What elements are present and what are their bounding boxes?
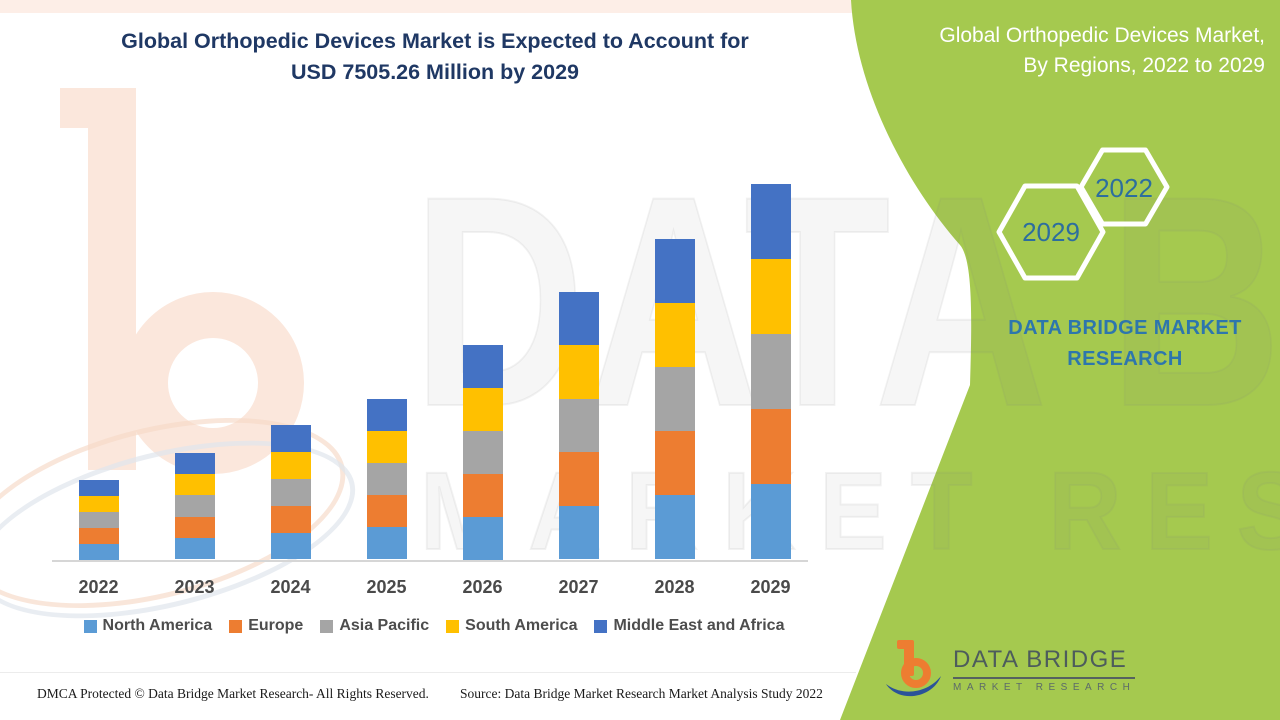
bar-segment-2022-asia-pacific <box>78 511 119 528</box>
watermark-band <box>0 0 1000 13</box>
bar-segment-2025-south-america <box>366 430 407 463</box>
bar-segment-2024-middle-east-and-africa <box>270 425 311 452</box>
bar-segment-2023-south-america <box>174 473 215 496</box>
hexagon-year-2029: 2029 <box>1022 217 1080 247</box>
bar-2028 <box>654 239 695 560</box>
dbmr-logo-text: DATA BRIDGE MARKET RESEARCH <box>953 646 1136 693</box>
bar-2025 <box>366 398 407 560</box>
bar-segment-2023-middle-east-and-africa <box>174 452 215 474</box>
stacked-bar-chart: 2022 2023 2024 2025 2026 2027 2028 2029 <box>52 184 808 597</box>
x-axis-label-2029: 2029 <box>750 577 791 597</box>
legend-swatch <box>446 619 460 633</box>
hexagon-large <box>996 183 1106 281</box>
bar-2027 <box>558 291 599 560</box>
bar-2029 <box>750 184 791 560</box>
x-axis-label-2026: 2026 <box>462 577 503 597</box>
x-axis-label-2028: 2028 <box>654 577 695 597</box>
bar-segment-2024-europe <box>270 505 311 533</box>
bar-segment-2028-north-america <box>654 495 695 560</box>
legend-swatch <box>229 619 243 633</box>
bar-2024 <box>270 425 311 560</box>
hexagon-small <box>1078 147 1170 227</box>
legend-label: Asia Pacific <box>339 617 430 634</box>
dbmr-logo-mark <box>886 640 941 697</box>
bar-segment-2028-south-america <box>654 303 695 368</box>
bar-segment-2027-asia-pacific <box>558 398 599 453</box>
footer-copyright: DMCA Protected © Data Bridge Market Rese… <box>37 686 429 701</box>
legend-item-north-america: North America <box>83 617 213 635</box>
bar-segment-2029-south-america <box>750 259 791 335</box>
bar-segment-2023-europe <box>174 516 215 539</box>
bar-segment-2029-europe <box>750 409 791 485</box>
bar-segment-2029-north-america <box>750 484 791 560</box>
bar-segment-2026-middle-east-and-africa <box>462 344 503 388</box>
brand-name: DATA BRIDGE MARKET RESEARCH <box>975 313 1275 375</box>
legend-item-europe: Europe <box>229 617 303 635</box>
brand-name-line1: DATA BRIDGE MARKET <box>1008 317 1242 339</box>
bar-segment-2025-middle-east-and-africa <box>366 398 407 431</box>
bar-segment-2027-europe <box>558 452 599 506</box>
chart-legend: North America Europe Asia Pacific South Ame… <box>0 617 868 635</box>
bar-segment-2027-north-america <box>558 505 599 560</box>
bar-segment-2022-middle-east-and-africa <box>78 479 119 496</box>
bar-segment-2026-asia-pacific <box>462 430 503 474</box>
hexagon-decoration <box>996 147 1170 281</box>
side-panel-title: Global Orthopedic Devices Market, By Reg… <box>880 21 1265 81</box>
bar-segment-2025-north-america <box>366 527 407 560</box>
bar-segment-2022-north-america <box>78 543 119 560</box>
legend-swatch <box>320 619 334 633</box>
legend-label: South America <box>465 617 578 634</box>
footer-divider <box>0 672 856 673</box>
side-panel-title-line1: Global Orthopedic Devices Market, <box>939 24 1265 47</box>
bar-segment-2029-asia-pacific <box>750 334 791 410</box>
hexagon-year-2022: 2022 <box>1095 173 1153 203</box>
legend-swatch <box>594 619 608 633</box>
bar-segment-2028-asia-pacific <box>654 367 695 432</box>
side-panel-title-line2: By Regions, 2022 to 2029 <box>1023 54 1265 77</box>
chart-title-line2: USD 7505.26 Million by 2029 <box>291 60 579 84</box>
x-axis-label-2024: 2024 <box>270 577 311 597</box>
bar-2026 <box>462 344 503 560</box>
legend-swatch <box>83 619 97 633</box>
x-axis-label-2025: 2025 <box>366 577 407 597</box>
x-axis-label-2027: 2027 <box>558 577 599 597</box>
brand-name-line2: RESEARCH <box>1067 348 1183 370</box>
bar-segment-2023-north-america <box>174 538 215 560</box>
logo-subtitle: MARKET RESEARCH <box>953 682 1136 693</box>
bar-segment-2027-middle-east-and-africa <box>558 291 599 346</box>
bar-segment-2027-south-america <box>558 345 599 399</box>
bar-segment-2022-south-america <box>78 495 119 512</box>
x-axis-line <box>52 560 808 562</box>
bar-segment-2024-asia-pacific <box>270 478 311 506</box>
bar-segment-2026-north-america <box>462 516 503 560</box>
dbmr-logo: DATA BRIDGE MARKET RESEARCH <box>883 636 1136 702</box>
bar-segment-2024-south-america <box>270 451 311 479</box>
legend-item-asia-pacific: Asia Pacific <box>320 617 429 635</box>
bar-segment-2026-europe <box>462 473 503 517</box>
bar-segment-2022-europe <box>78 527 119 544</box>
bar-segment-2028-middle-east-and-africa <box>654 239 695 304</box>
bar-2022 <box>78 479 119 560</box>
bar-segment-2025-asia-pacific <box>366 462 407 496</box>
legend-label: Middle East and Africa <box>613 617 785 634</box>
bar-segment-2029-middle-east-and-africa <box>750 184 791 260</box>
bar-segment-2023-asia-pacific <box>174 495 215 517</box>
logo-name: DATA BRIDGE <box>953 646 1136 679</box>
bar-2023 <box>174 452 215 560</box>
footer-source: Source: Data Bridge Market Research Mark… <box>460 686 823 701</box>
x-axis-label-2023: 2023 <box>174 577 215 597</box>
legend-label: North America <box>102 617 213 634</box>
x-axis-label-2022: 2022 <box>78 577 119 597</box>
bar-segment-2026-south-america <box>462 387 503 431</box>
bar-segment-2028-europe <box>654 431 695 496</box>
legend-item-middle-east-and-africa: Middle East and Africa <box>594 617 784 635</box>
legend-item-south-america: South America <box>446 617 577 635</box>
chart-title-line1: Global Orthopedic Devices Market is Expe… <box>121 29 749 53</box>
chart-title: Global Orthopedic Devices Market is Expe… <box>0 26 870 88</box>
legend-label: Europe <box>248 617 304 634</box>
bar-segment-2025-europe <box>366 495 407 528</box>
bar-segment-2024-north-america <box>270 532 311 560</box>
